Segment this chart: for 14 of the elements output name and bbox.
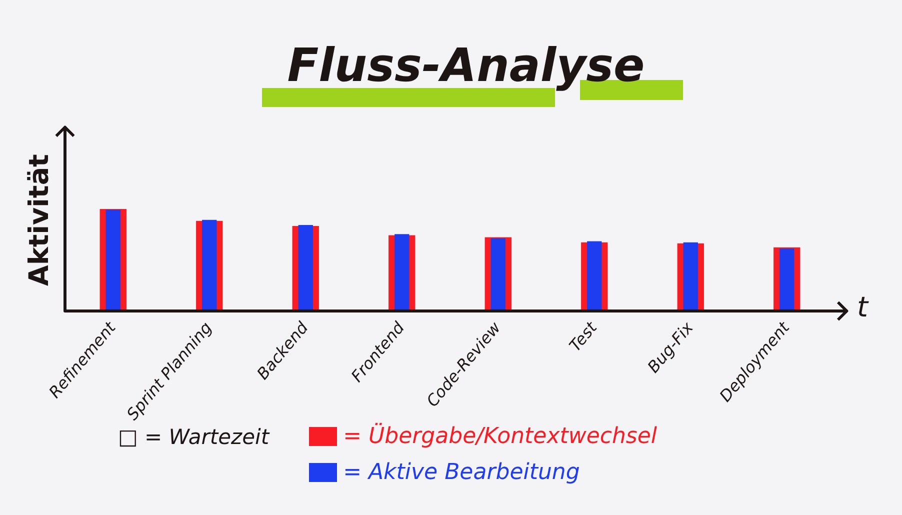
bar (106, 210, 120, 311)
bar (490, 238, 506, 311)
bar (683, 242, 698, 311)
text: □ = Wartezeit (118, 424, 270, 451)
bar (202, 220, 217, 311)
bar (780, 248, 794, 311)
y-axis-title: Aktivität (24, 154, 56, 286)
bar (298, 224, 313, 311)
legend-label: = Aktive Bearbeitung (343, 460, 580, 484)
legend-label: = Übergabe/Kontextwechsel (343, 424, 658, 448)
chart-title: Fluss-Analyse (287, 38, 645, 92)
x-axis-title: t (857, 290, 869, 324)
bar (394, 234, 410, 311)
bar (587, 241, 602, 311)
